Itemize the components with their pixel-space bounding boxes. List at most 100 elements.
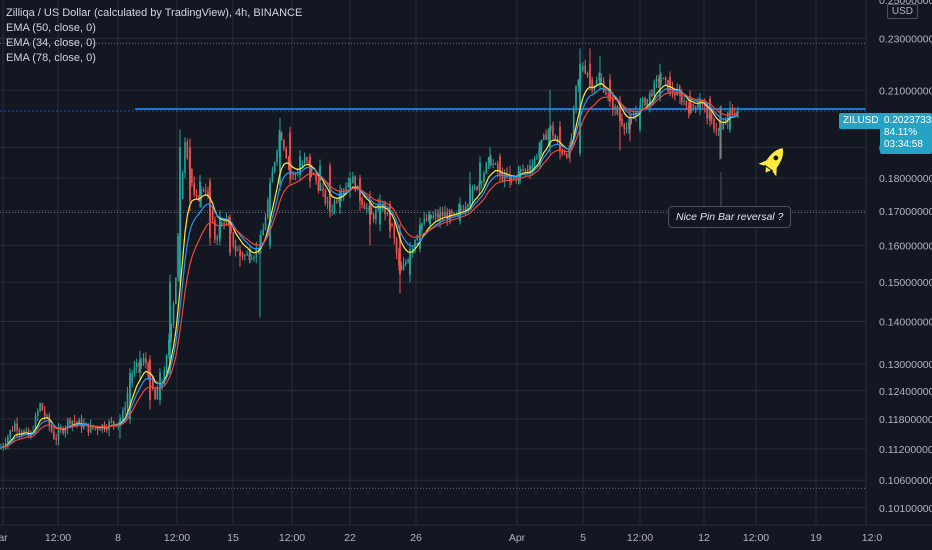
- y-tick-label: 0.12400000: [879, 386, 932, 398]
- candle-body-up: [342, 189, 345, 195]
- candle-body-up: [163, 370, 166, 384]
- candle-body-up: [169, 282, 171, 373]
- candle-body-up: [179, 147, 181, 283]
- x-tick-label: 12:00: [164, 532, 190, 544]
- ema34-legend[interactable]: EMA (34, close, 0): [6, 37, 96, 49]
- candle-body-up: [271, 171, 274, 183]
- candle-body-up: [529, 165, 531, 172]
- candle-body-up: [46, 415, 48, 417]
- candle-body-down: [658, 78, 660, 82]
- y-tick-label: 0.11800000: [879, 414, 932, 426]
- candle-body-up: [246, 253, 248, 256]
- candle-body-up: [478, 182, 481, 190]
- price-axis[interactable]: 0.230000000.210000000.190000000.18000000…: [865, 0, 932, 550]
- candle-body-down: [48, 415, 51, 426]
- candle-body-up: [333, 200, 336, 210]
- candle-body-up: [126, 393, 129, 408]
- candle-body-down: [437, 213, 439, 218]
- symbol-title[interactable]: Zilliqa / US Dollar (calculated by Tradi…: [6, 7, 303, 19]
- candle-body-up: [547, 130, 550, 140]
- candle-body-up: [139, 359, 141, 373]
- candle-body-up: [690, 104, 692, 113]
- candle-body-down: [336, 200, 338, 202]
- candle-body-up: [368, 207, 370, 209]
- candle-body-up: [492, 163, 494, 166]
- candle-body-down: [369, 200, 371, 225]
- candle-body-up: [170, 324, 172, 340]
- candle-body-down: [460, 209, 462, 211]
- candle-body-up: [175, 277, 177, 305]
- ema78-legend[interactable]: EMA (78, close, 0): [6, 52, 96, 64]
- candle-body-down: [510, 178, 513, 180]
- candle-body-up: [599, 79, 601, 85]
- y-tick-label: 0.14000000: [879, 317, 932, 329]
- candle-body-up: [352, 176, 354, 184]
- candle-body-up: [57, 429, 60, 440]
- candle-body-up: [434, 213, 437, 216]
- candle-body-up: [199, 181, 201, 201]
- y-tick-label: 0.13000000: [879, 359, 932, 371]
- candle-body-up: [244, 255, 246, 257]
- candle-body-down: [96, 427, 99, 430]
- candle-body-up: [83, 424, 85, 429]
- candle-body-up: [71, 420, 74, 425]
- candle-body-up: [483, 173, 485, 182]
- candle-body-up: [34, 415, 37, 432]
- y-tick-label: 0.11200000: [879, 444, 932, 456]
- candle-body-up: [432, 215, 435, 219]
- candle-body-down: [692, 104, 695, 107]
- candle-body-down: [399, 231, 401, 275]
- candle-body-up: [14, 423, 16, 431]
- candle-body-down: [283, 140, 285, 149]
- candle-body-down: [186, 142, 189, 158]
- candle-body-down: [451, 210, 453, 214]
- candle-body-up: [172, 304, 175, 325]
- candle-body-down: [361, 198, 363, 205]
- candle-body-down: [204, 189, 207, 192]
- candle-body-down: [73, 420, 76, 422]
- candle-body-down: [569, 150, 571, 154]
- candle-body-down: [324, 190, 327, 204]
- pin-bar-annotation[interactable]: Nice Pin Bar reversal ?: [668, 206, 792, 228]
- candle-body-down: [559, 126, 561, 151]
- candle-body-up: [262, 229, 264, 236]
- candle-body-up: [575, 86, 577, 109]
- ema50-legend[interactable]: EMA (50, close, 0): [6, 22, 96, 34]
- candle-body-down: [430, 215, 432, 219]
- ema78-line: [0, 92, 738, 448]
- candle-body-down: [545, 134, 547, 140]
- candle-body-up: [94, 427, 97, 429]
- candle-body-up: [659, 76, 661, 99]
- candle-body-down: [230, 225, 232, 233]
- candle-body-up: [485, 163, 488, 174]
- candle-body-up: [110, 421, 113, 423]
- x-tick-label: 22: [344, 532, 356, 544]
- candle-body-up: [520, 169, 522, 172]
- chart-legend: Zilliqa / US Dollar (calculated by Tradi…: [6, 6, 302, 66]
- candle-body-up: [421, 223, 423, 230]
- currency-selector[interactable]: USD: [886, 4, 918, 19]
- candle-body-up: [221, 222, 223, 227]
- y-tick-label: 0.21000000: [879, 85, 932, 97]
- candle-body-down: [509, 175, 511, 182]
- x-tick-label: 19: [810, 532, 822, 544]
- candle-body-down: [563, 153, 566, 155]
- candle-body-up: [480, 181, 483, 183]
- y-tick-label-top: 0.25000000: [879, 0, 932, 7]
- candle-body-down: [526, 169, 529, 172]
- candle-body-up: [124, 407, 126, 411]
- candle-body-down: [41, 403, 44, 411]
- candle-body-up: [428, 215, 430, 221]
- candle-body-up: [722, 123, 724, 130]
- y-tick-label: 0.16000000: [879, 240, 932, 252]
- time-axis[interactable]: ar 12:00 8 12:00 15 12:00 22 26 Apr 5 12:00 12 12:00…: [0, 524, 932, 550]
- y-tick-label: 0.10600000: [879, 475, 932, 487]
- candle-body-up: [649, 98, 651, 107]
- candle-body-down: [607, 94, 609, 96]
- candle-body-down: [18, 430, 21, 433]
- candle-body-up: [225, 219, 228, 224]
- candle-body-down: [209, 181, 211, 239]
- candle-body-up: [129, 372, 131, 420]
- candle-body-up: [301, 163, 304, 168]
